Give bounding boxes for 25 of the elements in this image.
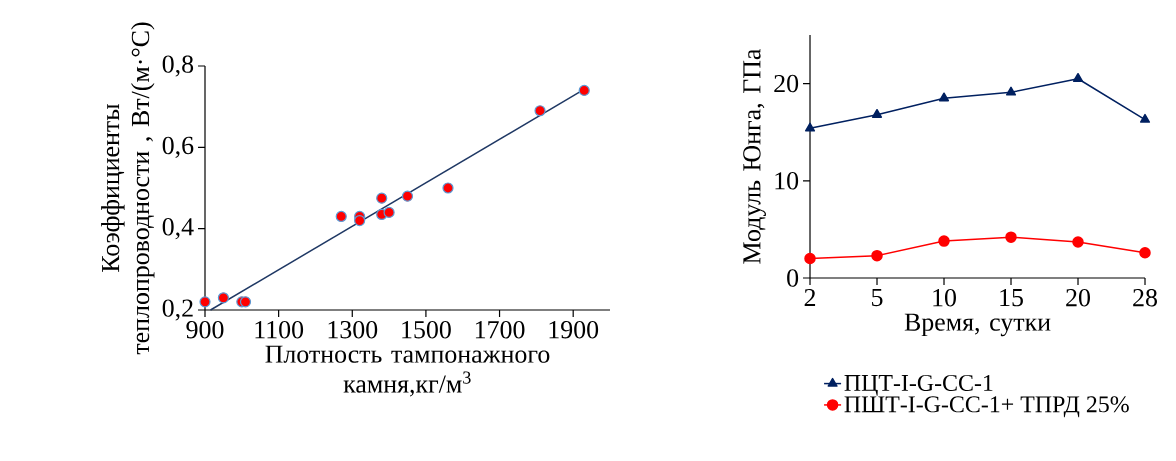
y-axis-title: Коэффициенты теплопроводности , Вт/(м·°С): [101, 22, 155, 355]
y-tick-label: 0: [787, 269, 799, 287]
x-tick-label: 1700: [475, 320, 525, 339]
x-tick-label: 1900: [549, 320, 599, 339]
y-tick-label: 10: [775, 172, 799, 190]
x-tick-label: 5: [872, 288, 883, 307]
legend-label: ПШТ-I-G-CC-1+ ТПРД 25%: [844, 396, 1129, 418]
x-tick-label: 15: [1000, 288, 1023, 307]
legend-label: ПЦТ-I-G-CC-1: [844, 374, 993, 396]
x-tick-label: 10: [933, 288, 956, 307]
y-tick-label: 0,8: [162, 55, 194, 77]
x-tick-label: 1500: [402, 320, 451, 339]
y-tick-label: 20: [774, 74, 799, 93]
x-tick-label: 20: [1066, 288, 1090, 307]
y-axis-title: Модуль Юнга, ГПа: [743, 48, 766, 264]
x-tick-label: 28: [1133, 288, 1157, 307]
y-tick-label: 0,2: [162, 299, 193, 321]
x-axis-title: Время, сутки: [904, 313, 1051, 337]
x-tick-label: 900: [186, 320, 224, 339]
x-axis-title: Плотность тампонажного камня,кг/м$^{3}$: [265, 345, 550, 397]
x-tick-label: 2: [804, 288, 816, 307]
x-tick-label: 1300: [328, 320, 378, 339]
y-tick-label: 0,4: [162, 218, 194, 240]
x-tick-label: 1100: [255, 320, 304, 339]
y-tick-label: 0,6: [162, 136, 194, 158]
